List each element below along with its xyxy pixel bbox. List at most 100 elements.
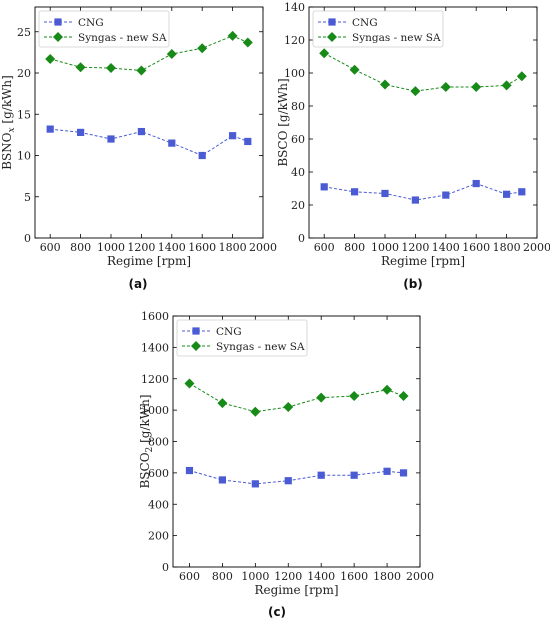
series-line-cng — [50, 128, 248, 157]
point-syngas — [136, 65, 147, 76]
series-line-cng — [189, 470, 404, 485]
point-syngas — [197, 43, 208, 54]
chart-2: 600 800 1000 1200 1400 1600 1800 2000 0 20 40 60 80 1… — [276, 1, 550, 291]
x-tick-label: 2000 — [523, 241, 550, 254]
point-syngas — [227, 30, 238, 41]
y-axis-label-subscript: x — [7, 127, 17, 132]
point-syngas — [106, 63, 116, 74]
x-tick-label: 1600 — [188, 241, 216, 254]
plot-frame — [308, 6, 538, 239]
chart-3: 600 800 1000 1200 1400 1600 1800 2000 0 200 400 600… — [138, 310, 434, 619]
x-axis-label: Regime [rpm] — [107, 254, 191, 268]
point-syngas — [316, 392, 327, 403]
x-axis-label: Regime [rpm] — [381, 254, 465, 268]
x-tick-label: 2000 — [249, 241, 277, 254]
point-cng — [107, 135, 115, 143]
legend-box — [312, 10, 444, 48]
legend-marker-syngas — [191, 341, 201, 351]
x-tick-label: 1600 — [340, 570, 368, 583]
point-cng — [137, 127, 145, 136]
legend-label: Syngas - new SA — [216, 341, 305, 353]
y-tick-label: 800 — [148, 436, 169, 449]
point-cng — [381, 189, 389, 198]
x-tick-label: 2000 — [406, 570, 434, 583]
x-tick-label: 1400 — [432, 241, 460, 254]
point-cng — [518, 188, 526, 196]
point-syngas — [217, 398, 228, 409]
point-cng — [399, 469, 408, 477]
y-tick-label: 140 — [284, 1, 305, 14]
x-tick-label: 600 — [40, 241, 61, 254]
x-tick-label: 1800 — [219, 241, 247, 254]
y-axis-label: BSCO2 [g/kWh] — [138, 394, 155, 488]
point-cng — [351, 188, 359, 196]
point-cng — [383, 467, 391, 475]
series-line-syngas — [323, 52, 523, 92]
series-line-cng — [324, 183, 522, 201]
point-cng — [46, 125, 54, 133]
point-cng — [503, 190, 511, 198]
y-tick-label: 400 — [148, 498, 169, 511]
point-cng — [77, 128, 85, 136]
point-syngas — [45, 53, 56, 64]
x-tick-label: 1400 — [158, 241, 186, 254]
y-tick-label: 1200 — [141, 373, 169, 386]
y-tick-label: 600 — [148, 467, 169, 480]
point-syngas — [283, 401, 294, 412]
y-tick-label: 0 — [162, 561, 169, 574]
point-syngas — [319, 48, 330, 59]
point-cng — [185, 466, 194, 475]
y-axis-label-unit: [g/kWh] — [276, 78, 290, 130]
y-tick-label: 15 — [17, 108, 31, 121]
y-tick-label: 0 — [24, 232, 31, 245]
y-tick-label: 40 — [291, 166, 305, 179]
x-tick-label: 800 — [344, 241, 365, 254]
y-tick-label: 0 — [298, 232, 305, 245]
y-tick-label: 200 — [148, 530, 169, 543]
x-tick-label: 1400 — [307, 570, 335, 583]
legend-label: CNG — [216, 326, 242, 338]
y-tick-label: 1000 — [141, 404, 169, 417]
x-axis-label: Regime [rpm] — [254, 583, 338, 597]
y-axis-label-main: BSCO — [276, 130, 290, 166]
point-syngas — [501, 80, 512, 91]
legend-marker-syngas — [327, 32, 337, 42]
legend-box — [176, 319, 308, 357]
y-axis-label: BSNOx [g/kWh] — [0, 75, 17, 170]
x-tick-label: 1000 — [241, 570, 269, 583]
legend-label: CNG — [78, 17, 104, 29]
x-tick-label: 1600 — [462, 241, 490, 254]
x-tick-label: 800 — [212, 570, 233, 583]
x-tick-label: 600 — [179, 570, 200, 583]
x-tick-label: 1000 — [371, 241, 399, 254]
x-tick-label: 1000 — [97, 241, 125, 254]
y-tick-label: 100 — [284, 67, 305, 80]
plot-frame — [34, 6, 264, 239]
point-cng — [284, 477, 292, 485]
y-tick-label: 120 — [284, 34, 305, 47]
y-axis-label: BSCO [g/kWh] — [276, 78, 290, 166]
y-axis-label-unit: [g/kWh] — [138, 394, 152, 446]
legend-label: Syngas - new SA — [78, 32, 167, 44]
series-line-syngas — [50, 35, 248, 72]
point-syngas — [398, 391, 409, 402]
x-tick-label: 1200 — [274, 570, 302, 583]
legend-box — [38, 10, 170, 48]
point-cng — [251, 480, 259, 488]
point-cng — [472, 179, 480, 188]
series-line-syngas — [189, 383, 404, 413]
subfigure-caption: (c) — [268, 605, 286, 619]
x-tick-label: 1800 — [373, 570, 401, 583]
point-cng — [218, 476, 226, 484]
y-tick-label: 20 — [291, 199, 305, 212]
legend-label: CNG — [352, 17, 378, 29]
subfigure-caption: (b) — [403, 277, 423, 291]
point-syngas — [166, 49, 177, 60]
point-cng — [442, 191, 450, 199]
y-axis-label-subscript: 2 — [145, 447, 155, 453]
y-tick-label: 10 — [17, 150, 31, 163]
y-axis-label-unit: [g/kWh] — [0, 75, 14, 127]
point-syngas — [471, 82, 482, 93]
point-cng — [320, 183, 328, 191]
